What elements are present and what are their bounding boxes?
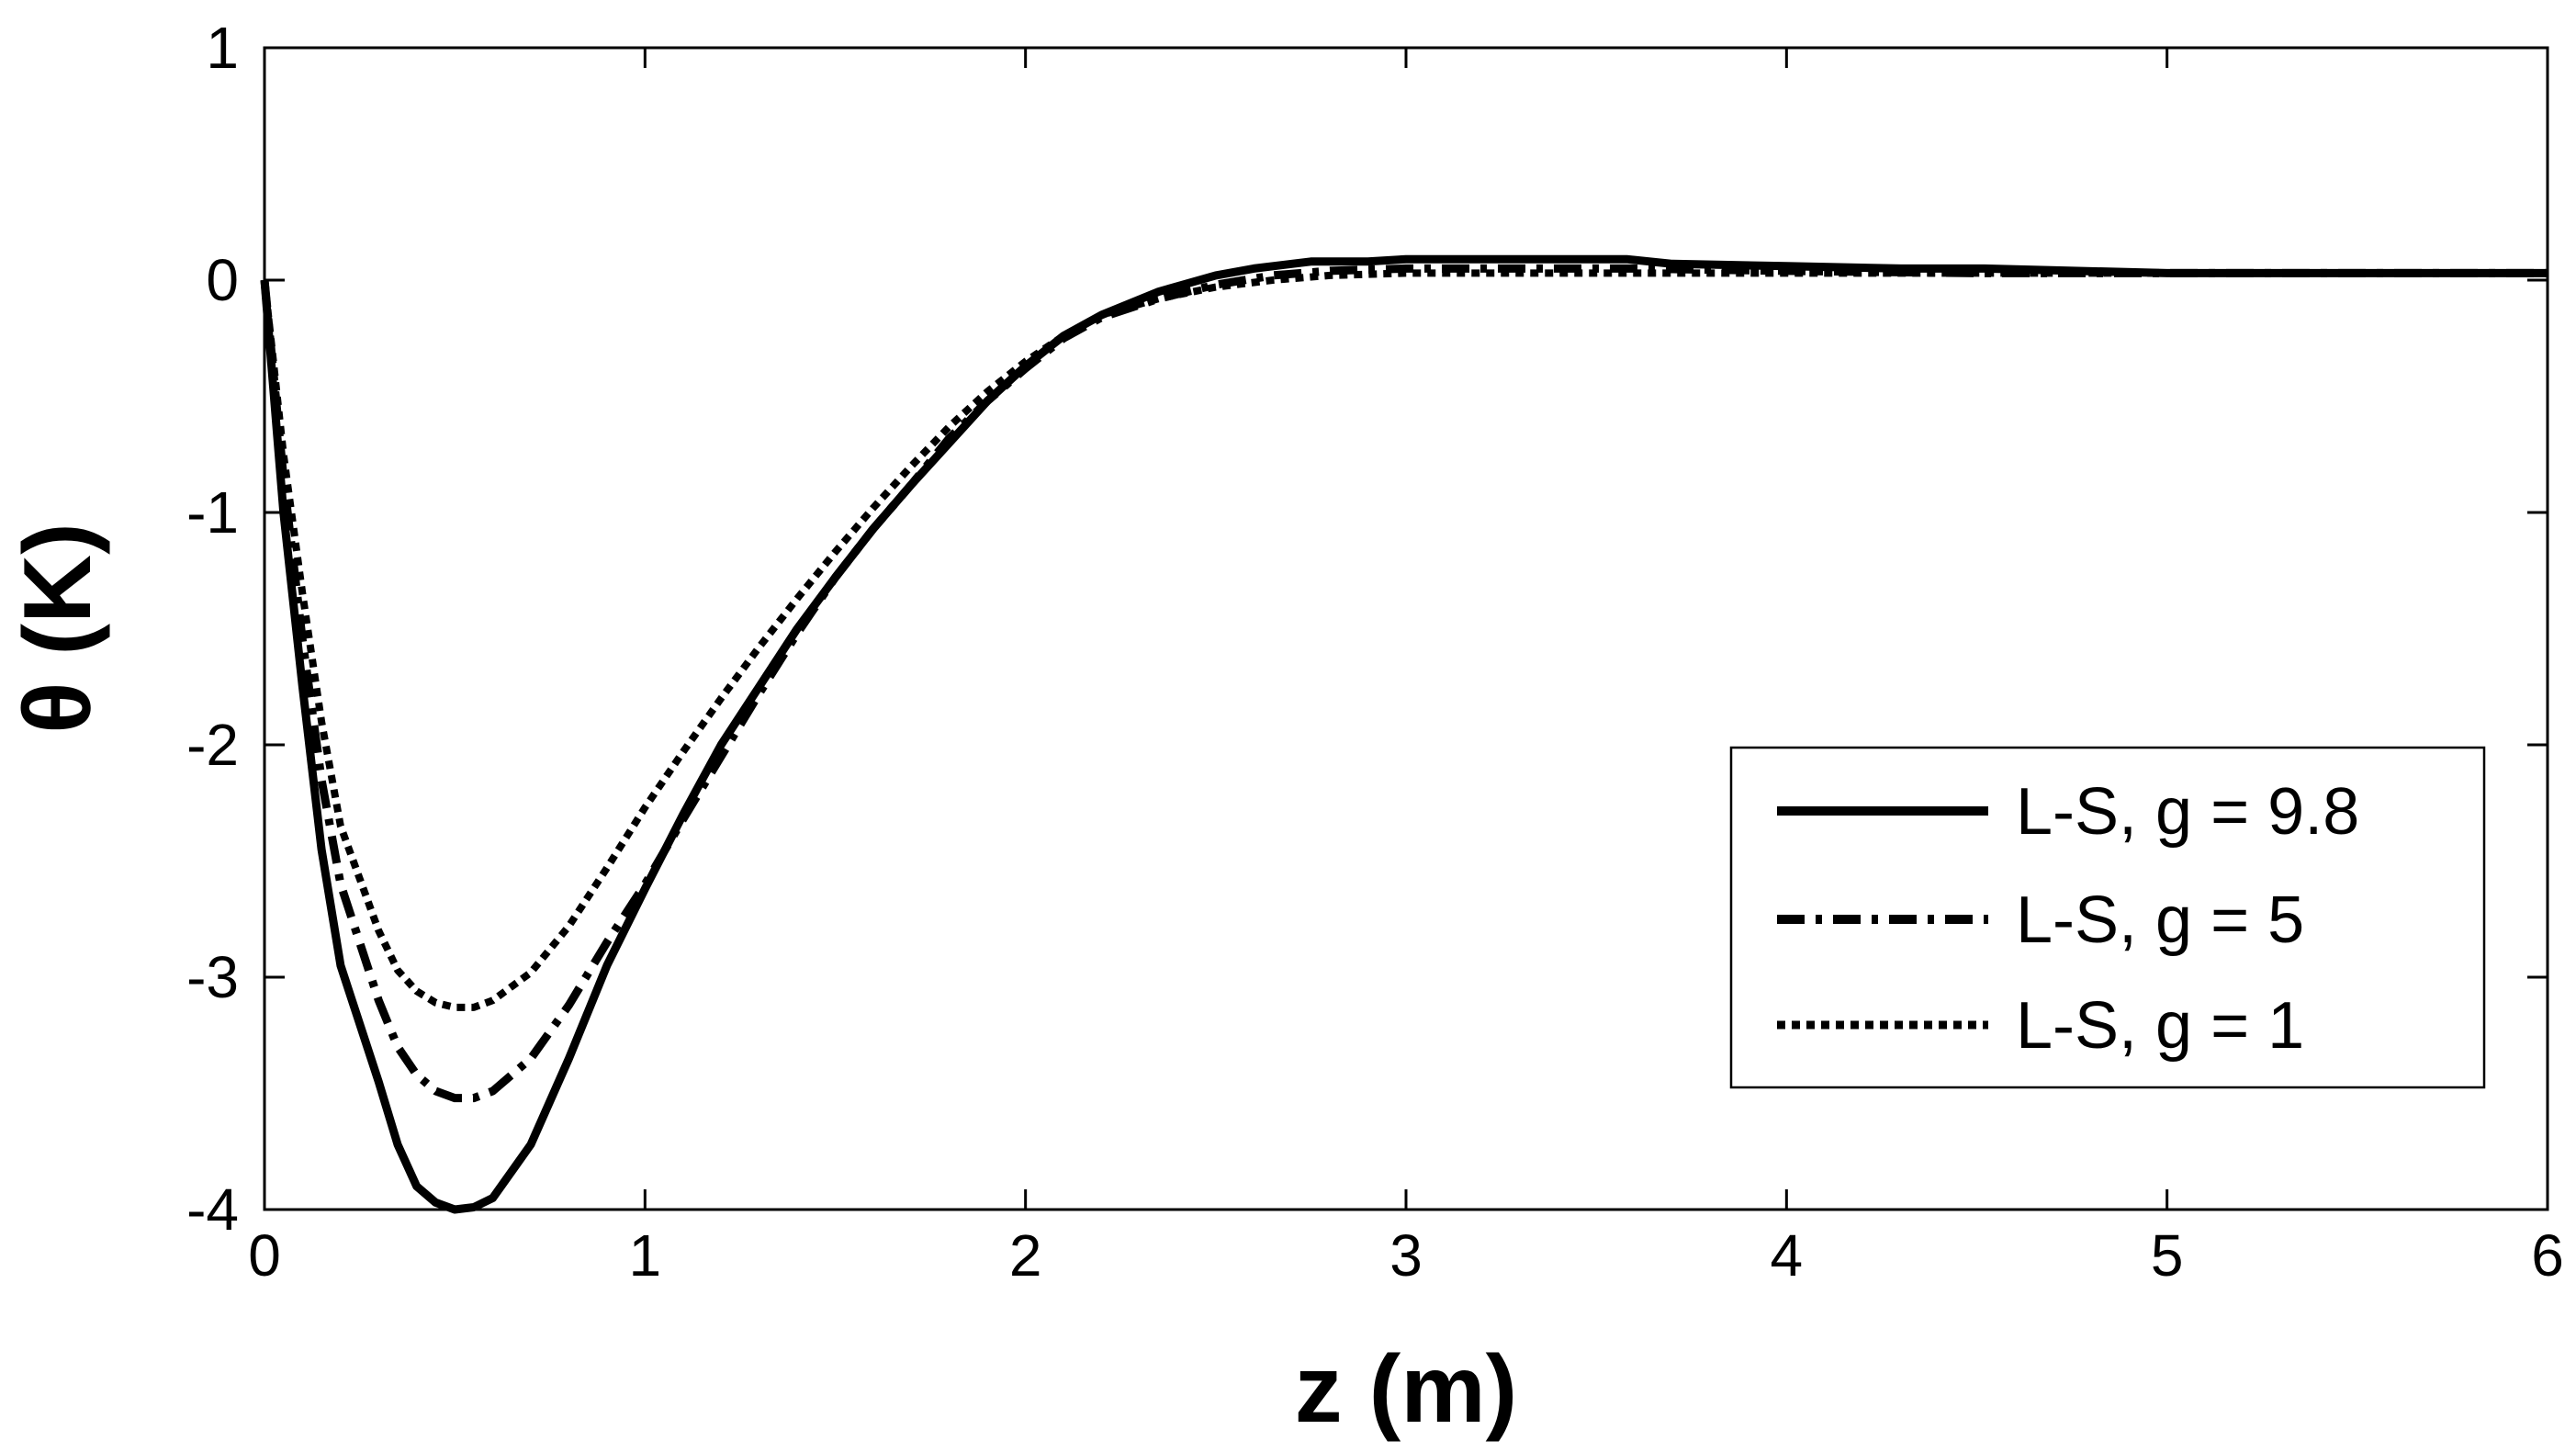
- ticks-layer: [263, 46, 2549, 1211]
- y-tick-label: -3: [186, 944, 239, 1010]
- legend-label-series-1: L-S, g = 9.8: [2016, 775, 2359, 849]
- y-tick-labels: -4 -3 -2 -1 0 1: [186, 15, 239, 1243]
- x-tick-label: 4: [1771, 1222, 1804, 1289]
- x-tick-label: 6: [2531, 1222, 2564, 1289]
- legend-label-series-3: L-S, g = 1: [2016, 989, 2304, 1063]
- x-tick-labels: 0 1 2 3 4 5 6: [248, 1222, 2564, 1289]
- x-tick-label: 5: [2151, 1222, 2184, 1289]
- y-tick-label: 0: [206, 247, 239, 313]
- y-tick-label: -1: [186, 479, 239, 546]
- y-tick-label: -2: [186, 712, 239, 778]
- y-tick-label: 1: [206, 15, 239, 81]
- y-tick-label: -4: [186, 1176, 239, 1243]
- x-tick-label: 3: [1389, 1222, 1423, 1289]
- legend-label-series-2: L-S, g = 5: [2016, 884, 2304, 957]
- x-tick-label: 2: [1009, 1222, 1042, 1289]
- series-line-2: [260, 264, 2548, 1103]
- x-axis-title: z (m): [1295, 1336, 1518, 1443]
- series-layer: [260, 254, 2548, 1214]
- x-tick-label: 0: [248, 1222, 281, 1289]
- y-axis-title: θ (K): [5, 523, 111, 733]
- legend: L-S, g = 9.8 L-S, g = 5 L-S, g = 1: [1729, 746, 2486, 1089]
- x-tick-label: 1: [629, 1222, 662, 1289]
- series-line-3: [261, 269, 2548, 1011]
